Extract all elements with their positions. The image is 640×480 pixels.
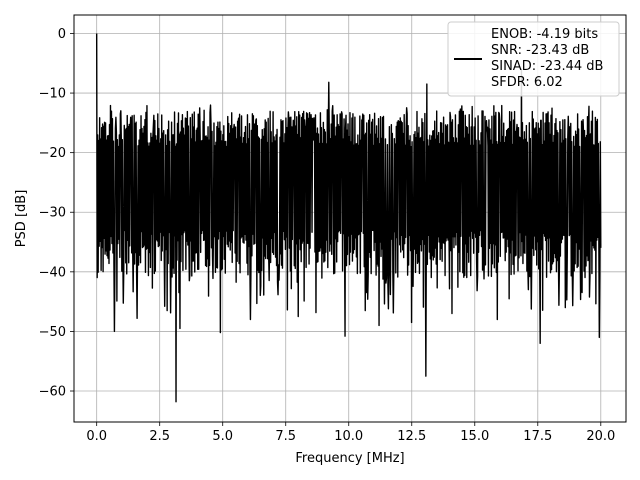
y-tick-label: 0 xyxy=(58,27,66,42)
y-tick-label: −40 xyxy=(39,265,66,280)
y-tick-label: −30 xyxy=(39,206,66,221)
legend: ENOB: -4.19 bits SNR: -23.43 dB SINAD: -… xyxy=(447,21,620,97)
y-tick-label: −60 xyxy=(39,385,66,400)
x-tick-label: 7.5 xyxy=(275,429,296,444)
x-tick-label: 15.0 xyxy=(460,429,489,444)
series-layer xyxy=(95,33,602,403)
x-axis: 0.0 2.5 5.0 7.5 10.0 12.5 15.0 17.5 20.0 xyxy=(86,422,615,444)
y-axis: 0 −10 −20 −30 −40 −50 −60 xyxy=(39,27,74,400)
legend-entry-sinad: SINAD: -23.44 dB xyxy=(491,59,603,74)
x-tick-label: 12.5 xyxy=(397,429,426,444)
y-tick-label: −10 xyxy=(39,87,66,102)
y-tick-label: −20 xyxy=(39,146,66,161)
legend-entry-sfdr: SFDR: 6.02 xyxy=(491,75,563,90)
x-tick-label: 0.0 xyxy=(86,429,107,444)
x-tick-label: 20.0 xyxy=(586,429,615,444)
plot-frame xyxy=(73,14,627,423)
x-tick-label: 2.5 xyxy=(149,429,170,444)
x-axis-label: Frequency [MHz] xyxy=(295,451,404,466)
y-tick-label: −50 xyxy=(39,325,66,340)
y-axis-label: PSD [dB] xyxy=(14,190,29,248)
x-tick-label: 10.0 xyxy=(334,429,363,444)
x-tick-label: 5.0 xyxy=(212,429,233,444)
legend-box xyxy=(447,21,620,97)
psd-series-line xyxy=(95,33,602,403)
legend-entry-snr: SNR: -23.43 dB xyxy=(491,43,589,58)
legend-entry-enob: ENOB: -4.19 bits xyxy=(491,27,598,42)
x-tick-label: 17.5 xyxy=(523,429,552,444)
